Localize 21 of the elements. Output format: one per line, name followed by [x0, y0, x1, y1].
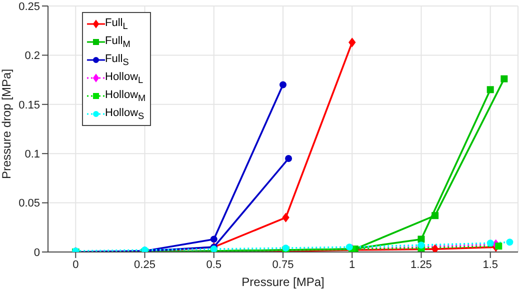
legend-label: Full$_{S}$	[105, 52, 129, 68]
x-tick-label: 0	[72, 258, 79, 271]
x-tick-label: 0.75	[272, 258, 294, 271]
y-tick-label: 0.1	[24, 148, 40, 161]
x-tick-label: 1.5	[482, 258, 498, 271]
y-tick-label: 0.25	[18, 0, 40, 13]
x-tick-label: 0.5	[206, 258, 222, 271]
y-tick-label: 0.15	[18, 99, 40, 112]
legend-label: Hollow$_{S}$	[105, 106, 144, 122]
y-tick-label: 0.2	[24, 50, 40, 62]
x-tick-label: 1	[349, 258, 356, 271]
legend-label: Hollow$_{L}$	[105, 70, 144, 86]
legend-label: Full$_{L}$	[105, 16, 128, 32]
x-tick-label: 0.25	[134, 258, 156, 271]
legend-label: Hollow$_{M}$	[105, 88, 146, 104]
y-tick-label: 0	[34, 246, 40, 259]
legend-label: Full$_{M}$	[105, 34, 130, 50]
y-tick-label: 0.05	[18, 198, 40, 210]
y-axis-title: Pressure drop [MPa]	[0, 68, 14, 179]
x-tick-label: 1.25	[410, 258, 432, 271]
x-axis-title: Pressure [MPa]	[242, 275, 324, 289]
